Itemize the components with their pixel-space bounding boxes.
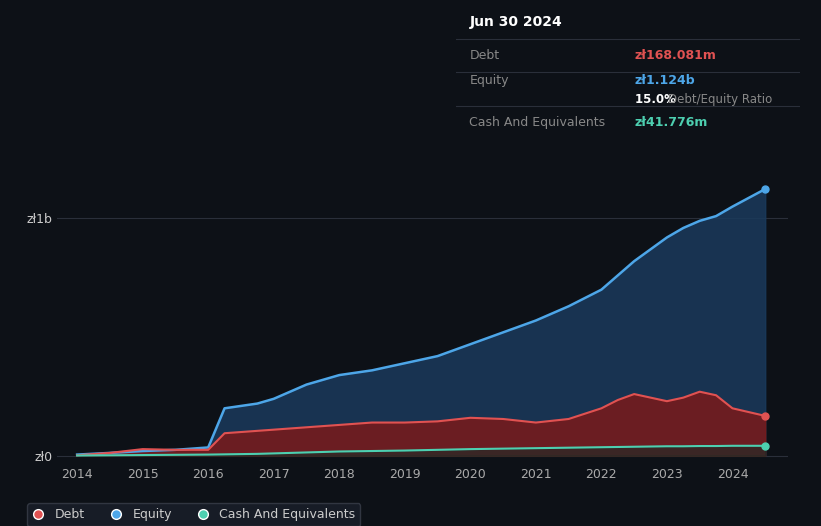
Text: zł41.776m: zł41.776m [635, 116, 709, 129]
Text: Jun 30 2024: Jun 30 2024 [470, 15, 562, 29]
Text: zł1.124b: zł1.124b [635, 74, 695, 87]
Text: zł168.081m: zł168.081m [635, 49, 717, 62]
Text: Equity: Equity [470, 74, 509, 87]
Text: Debt/Equity Ratio: Debt/Equity Ratio [667, 93, 772, 106]
Legend: Debt, Equity, Cash And Equivalents: Debt, Equity, Cash And Equivalents [27, 503, 360, 526]
Text: Debt: Debt [470, 49, 499, 62]
Text: 15.0%: 15.0% [635, 93, 680, 106]
Text: Cash And Equivalents: Cash And Equivalents [470, 116, 606, 129]
